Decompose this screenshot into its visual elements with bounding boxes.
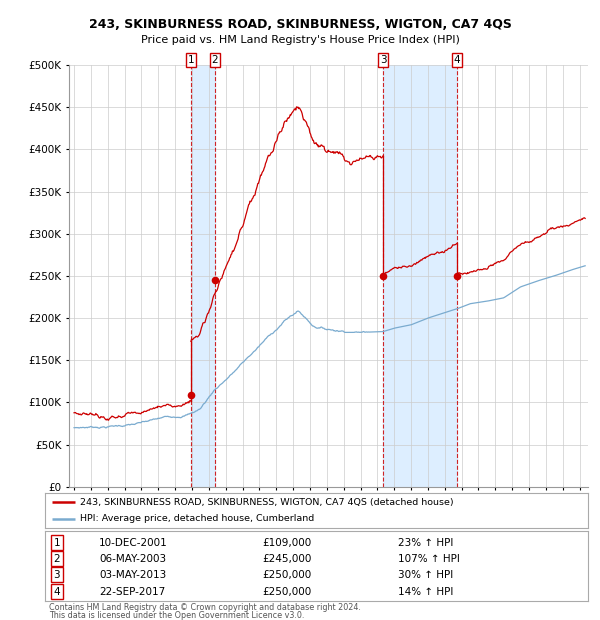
Text: 23% ↑ HPI: 23% ↑ HPI (398, 538, 454, 547)
Text: £250,000: £250,000 (262, 570, 311, 580)
Text: 107% ↑ HPI: 107% ↑ HPI (398, 554, 460, 564)
Text: 4: 4 (454, 55, 460, 65)
Text: £250,000: £250,000 (262, 587, 311, 596)
Text: 03-MAY-2013: 03-MAY-2013 (100, 570, 167, 580)
Text: 243, SKINBURNESS ROAD, SKINBURNESS, WIGTON, CA7 4QS (detached house): 243, SKINBURNESS ROAD, SKINBURNESS, WIGT… (80, 498, 454, 507)
Text: £109,000: £109,000 (262, 538, 311, 547)
Text: 243, SKINBURNESS ROAD, SKINBURNESS, WIGTON, CA7 4QS: 243, SKINBURNESS ROAD, SKINBURNESS, WIGT… (89, 19, 511, 31)
Text: 2: 2 (211, 55, 218, 65)
Bar (383, 65, 457, 487)
Text: 14% ↑ HPI: 14% ↑ HPI (398, 587, 454, 596)
Text: 10-DEC-2001: 10-DEC-2001 (100, 538, 168, 547)
Text: 2: 2 (53, 554, 60, 564)
Text: 1: 1 (53, 538, 60, 547)
Text: £245,000: £245,000 (262, 554, 311, 564)
Text: HPI: Average price, detached house, Cumberland: HPI: Average price, detached house, Cumb… (80, 514, 314, 523)
Text: Price paid vs. HM Land Registry's House Price Index (HPI): Price paid vs. HM Land Registry's House … (140, 35, 460, 45)
Text: 4: 4 (53, 587, 60, 596)
Text: Contains HM Land Registry data © Crown copyright and database right 2024.: Contains HM Land Registry data © Crown c… (49, 603, 361, 612)
Bar (191, 65, 215, 487)
Text: 3: 3 (53, 570, 60, 580)
Text: 3: 3 (380, 55, 386, 65)
Text: This data is licensed under the Open Government Licence v3.0.: This data is licensed under the Open Gov… (49, 611, 305, 619)
Text: 1: 1 (188, 55, 194, 65)
Text: 22-SEP-2017: 22-SEP-2017 (100, 587, 166, 596)
Text: 06-MAY-2003: 06-MAY-2003 (100, 554, 166, 564)
Text: 30% ↑ HPI: 30% ↑ HPI (398, 570, 453, 580)
